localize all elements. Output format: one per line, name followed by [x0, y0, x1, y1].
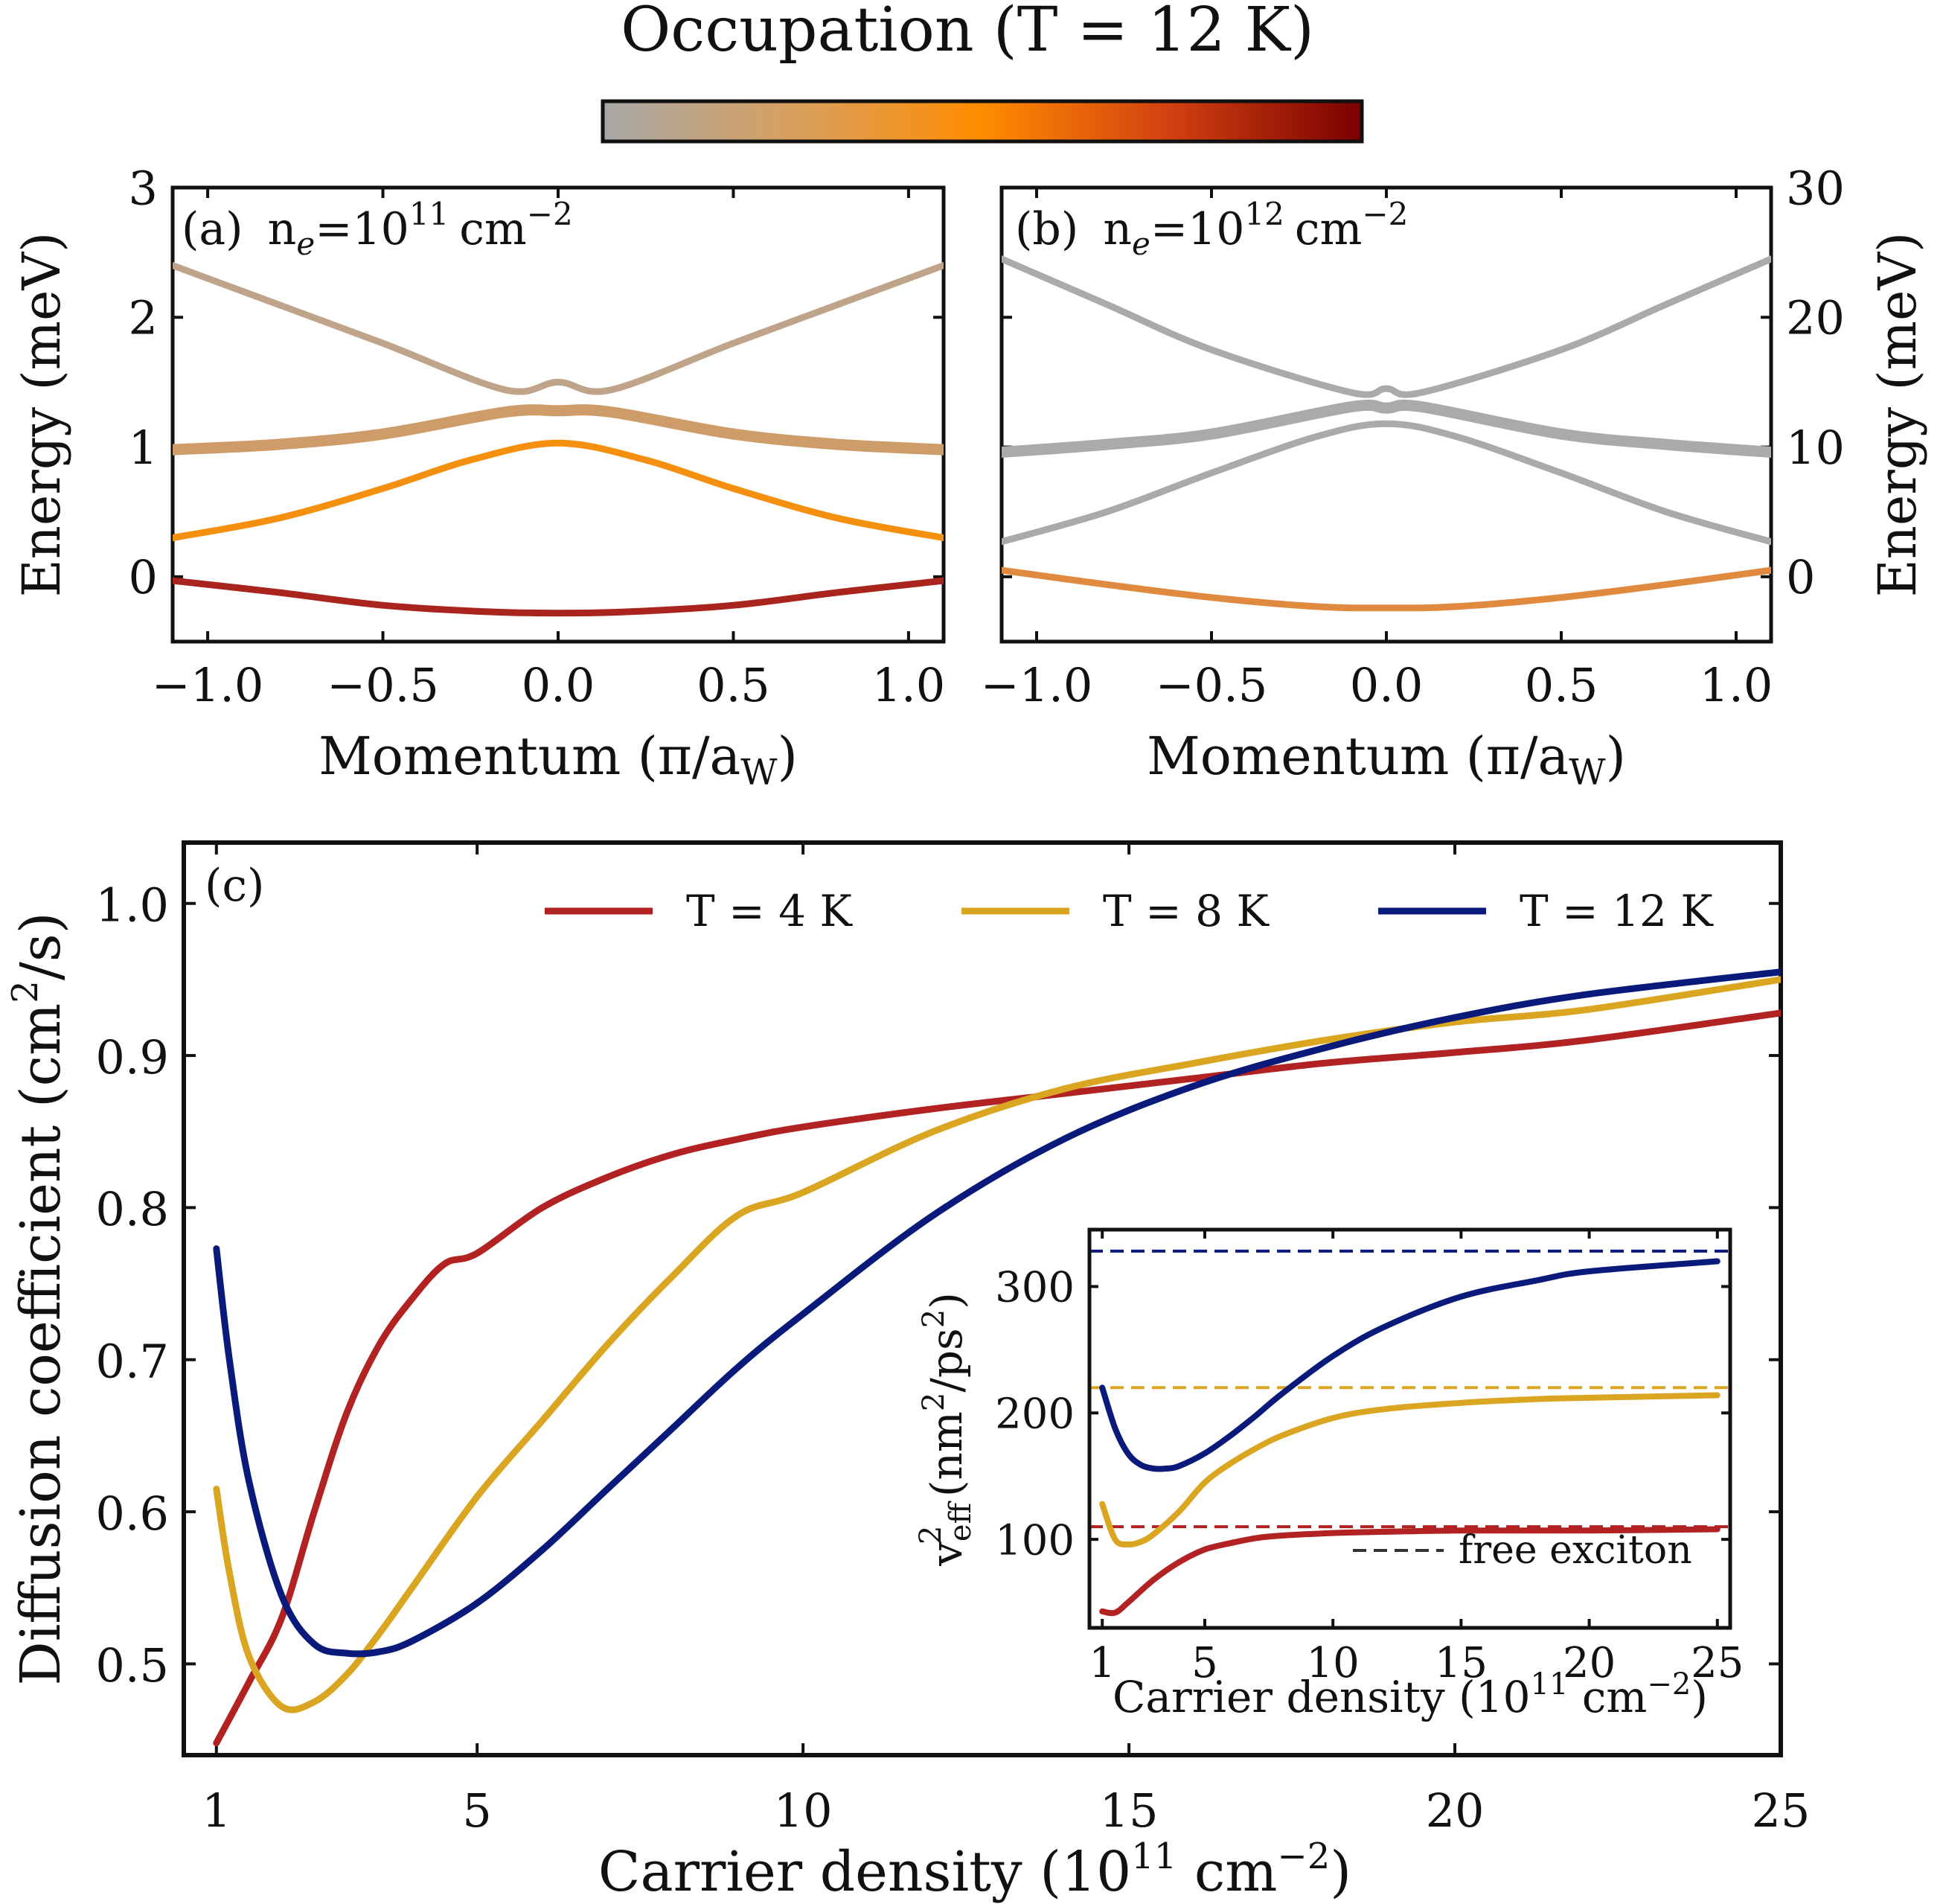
series-line-4 [173, 262, 944, 395]
x-tick-label: 1 [1089, 1639, 1115, 1687]
y-tick-label: 0.7 [95, 1334, 169, 1388]
panel-b-annotation: (b) ne=1012 cm−2 [1015, 196, 1408, 262]
y-tick-label: 1 [129, 421, 158, 475]
y-tick-label: 1.0 [95, 878, 169, 932]
inset-series [1089, 1249, 1730, 1617]
panel-a-label: (a) [182, 203, 243, 255]
inset-legend: free exciton [1353, 1528, 1692, 1573]
series-line-3 [1002, 399, 1771, 458]
series-line-2 [173, 439, 944, 542]
panel-b-ylabel: Energy (meV) [1867, 232, 1928, 598]
panel-b-frame [999, 185, 1773, 644]
y-tick-label: 0.8 [95, 1182, 169, 1236]
y-tick-label: 300 [995, 1264, 1075, 1312]
panel-a-ticks: −1.0 −0.5 0.0 0.5 1.0 0 1 2 3 [129, 161, 946, 712]
panel-c-xlabel: Carrier density (1011 cm−2) [598, 1836, 1351, 1904]
panel-a: −1.0 −0.5 0.0 0.5 1.0 0 1 2 3 (a) ne=1011 cm−2 Mo… [11, 161, 946, 793]
series-line-3 [1099, 1258, 1720, 1472]
x-tick-label: 0.0 [522, 658, 595, 712]
y-tick-label: 0.5 [95, 1638, 169, 1693]
x-tick-label: 25 [1752, 1783, 1811, 1838]
series-line-2 [1099, 1392, 1720, 1548]
x-tick-label: −0.5 [327, 658, 439, 712]
panel-a-ylabel: Energy (meV) [11, 232, 72, 598]
y-tick-label: 100 [995, 1516, 1075, 1565]
panel-c-frame [182, 840, 1783, 1757]
series-line-2 [1002, 420, 1771, 546]
x-tick-label: 0.0 [1350, 658, 1424, 712]
y-tick-label: 0.6 [95, 1486, 169, 1541]
inset-background [1089, 1230, 1730, 1628]
x-tick-label: −1.0 [152, 658, 264, 712]
panel-c-ticks: 1 5 10 15 20 250.50.60.70.80.91.0 [95, 843, 1810, 1838]
panel-c: 1 5 10 15 20 250.50.60.70.80.91.0 (c) T = 4 K… [4, 840, 1810, 1904]
y-tick-label: 3 [129, 161, 158, 215]
x-tick-label: 5 [462, 1783, 491, 1838]
series-line-3 [213, 968, 1781, 1658]
x-tick-label: 10 [774, 1783, 833, 1838]
y-tick-label: 30 [1786, 161, 1845, 215]
y-tick-label: 0.9 [95, 1030, 169, 1084]
x-tick-label: −1.0 [981, 658, 1093, 712]
x-tick-label: 0.5 [1525, 658, 1598, 712]
series-line-1 [1002, 566, 1771, 612]
y-tick-label: 2 [129, 291, 158, 345]
x-tick-label: 1.0 [1700, 658, 1773, 712]
y-tick-label: 20 [1786, 291, 1845, 345]
legend-label-free-exciton: free exciton [1459, 1528, 1692, 1573]
x-tick-label: 10 [1307, 1639, 1360, 1687]
panel-b-label: (b) [1015, 203, 1078, 255]
inset-ylabel: veff2 (nm2/ps2) [914, 1292, 978, 1567]
x-tick-label: 20 [1426, 1783, 1485, 1838]
x-tick-label: 0.5 [697, 658, 770, 712]
colorbar [601, 99, 1364, 144]
x-tick-label: 20 [1563, 1639, 1616, 1687]
inset-xlabel: Carrier density (1011 cm−2) [1113, 1667, 1708, 1722]
panel-b-ticks: −1.0 −0.5 0.0 0.5 1.00 10 20 30 [981, 161, 1845, 712]
panel-a-xlabel: Momentum (π/aW) [319, 726, 798, 793]
panel-c-ylabel: Diffusion coefficient (cm2/s) [4, 912, 73, 1685]
x-tick-label: −0.5 [1156, 658, 1268, 712]
series-line-2 [213, 976, 1781, 1713]
legend-label-1: T = 4 K [686, 886, 853, 936]
colorbar-title: Occupation (T = 12 K) [621, 0, 1314, 66]
series-line-4 [1002, 255, 1771, 398]
series-line-1 [173, 577, 944, 617]
legend-label-3: T = 12 K [1520, 886, 1714, 936]
y-tick-label: 200 [995, 1390, 1075, 1438]
series-line-3 [173, 404, 944, 456]
panel-b-bands [1002, 255, 1771, 612]
y-tick-label: 0 [1786, 550, 1815, 604]
y-tick-label: 10 [1786, 421, 1845, 475]
x-tick-label: 15 [1100, 1783, 1159, 1838]
panel-a-annotation: (a) ne=1011 cm−2 [182, 196, 573, 262]
panel-b-xlabel: Momentum (π/aW) [1147, 726, 1626, 793]
x-tick-label: 1 [202, 1783, 231, 1838]
panel-c-label: (c) [205, 860, 264, 912]
x-tick-label: 1.0 [872, 658, 946, 712]
panel-c-series [213, 968, 1781, 1747]
panel-b: −1.0 −0.5 0.0 0.5 1.00 10 20 30 (b) ne=1012 cm−2… [981, 161, 1928, 793]
panel-c-legend: T = 4 K T = 8 K T = 12 K [545, 886, 1714, 936]
x-tick-label: 5 [1191, 1639, 1218, 1687]
inset-frame [1087, 1227, 1732, 1630]
x-tick-label: 25 [1691, 1639, 1744, 1687]
series-line-1 [1099, 1526, 1720, 1617]
panel-a-bands [173, 262, 944, 617]
legend-label-2: T = 8 K [1103, 886, 1270, 936]
y-tick-label: 0 [129, 550, 158, 604]
series-line-1 [213, 1009, 1781, 1747]
x-tick-label: 15 [1435, 1639, 1488, 1687]
